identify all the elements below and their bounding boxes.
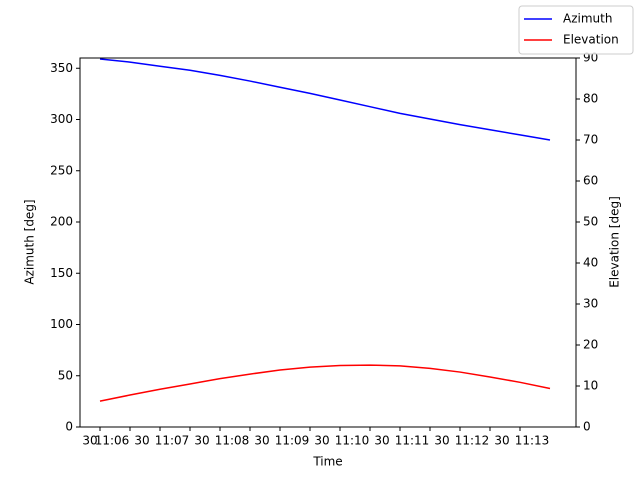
y2-tick-label: 20 <box>583 338 598 352</box>
y-tick-label: 50 <box>58 368 73 382</box>
x-tick-label: 11:12 <box>455 434 490 448</box>
x-tick-label: 11:09 <box>275 434 310 448</box>
x-tick-label: 11:11 <box>395 434 430 448</box>
y-tick-label: 100 <box>50 317 73 331</box>
y2-tick-label: 0 <box>583 420 591 434</box>
series-line <box>99 364 551 402</box>
legend-label: Azimuth <box>563 12 612 26</box>
x-tick-label: 30 <box>434 434 449 448</box>
legend-label: Elevation <box>563 33 619 47</box>
y2-tick-label: 80 <box>583 92 598 106</box>
y2-tick-label: 70 <box>583 133 598 147</box>
y-tick-label: 350 <box>50 61 73 75</box>
y-tick-label: 0 <box>65 420 73 434</box>
x-tick-label: 11:10 <box>335 434 370 448</box>
x-axis-label: Time <box>312 455 342 469</box>
x-tick-label: 30 <box>314 434 329 448</box>
y2-tick-label: 60 <box>583 174 598 188</box>
y2-tick-label: 10 <box>583 379 598 393</box>
y-tick-label: 300 <box>50 112 73 126</box>
x-tick-label: 30 <box>494 434 509 448</box>
x-tick-label: 11:06 <box>95 434 130 448</box>
x-tick-label: 11:13 <box>515 434 550 448</box>
x-tick-label: 30 <box>254 434 269 448</box>
x-tick-label: 11:07 <box>155 434 190 448</box>
x-tick-label: 30 <box>374 434 389 448</box>
y2-tick-label: 30 <box>583 297 598 311</box>
y2-tick-label: 40 <box>583 256 598 270</box>
x-tick-label: 11:08 <box>215 434 250 448</box>
plot-frame <box>79 57 577 428</box>
y2-tick-label: 50 <box>583 215 598 229</box>
x-tick-label: 30 <box>134 434 149 448</box>
y-tick-label: 150 <box>50 266 73 280</box>
y-axis-label: Azimuth [deg] <box>23 199 37 284</box>
y-tick-label: 250 <box>50 163 73 177</box>
x-tick-label: 30 <box>82 434 97 448</box>
y2-axis-label: Elevation [deg] <box>608 196 622 288</box>
x-tick-label: 30 <box>194 434 209 448</box>
series-line <box>99 58 551 141</box>
legend-box <box>518 5 634 55</box>
y-tick-label: 200 <box>50 215 73 229</box>
